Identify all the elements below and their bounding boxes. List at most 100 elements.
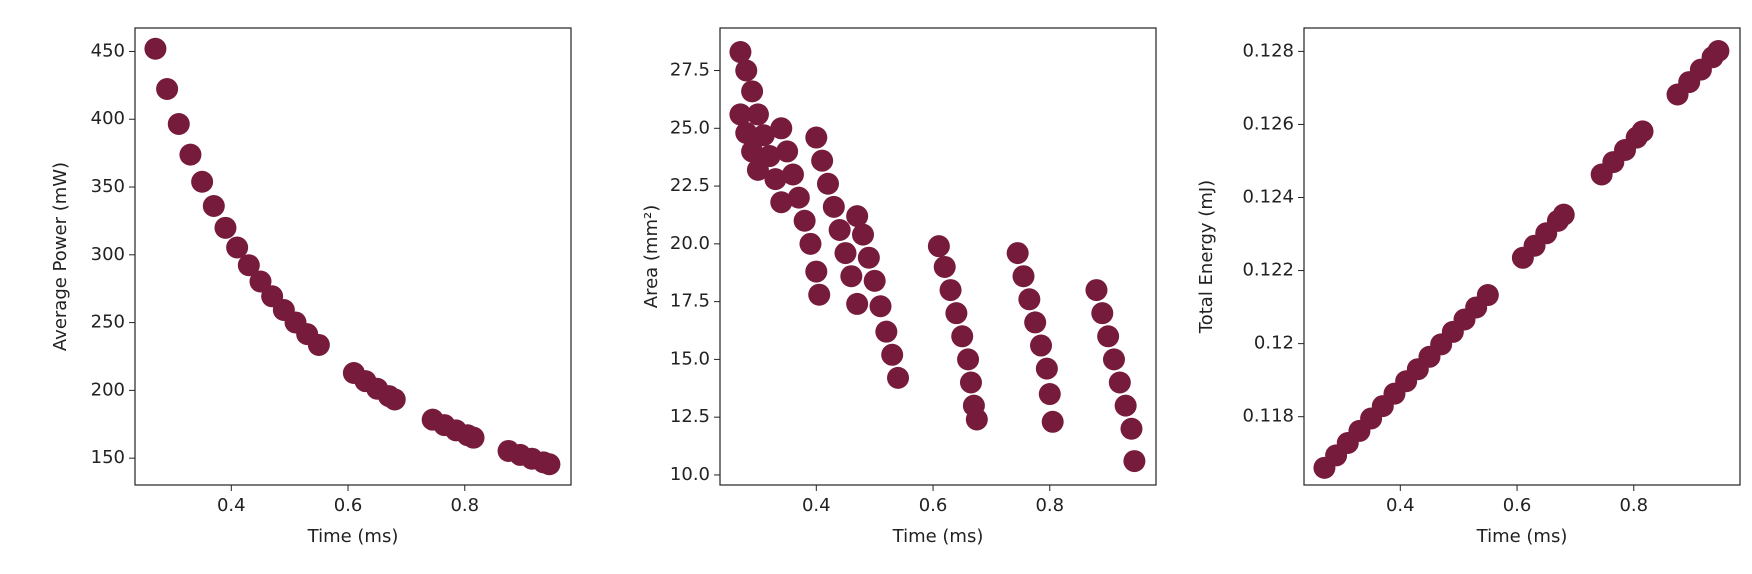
x-tick-label: 0.8 xyxy=(1619,495,1648,516)
x-tick-label: 0.6 xyxy=(334,495,363,516)
point xyxy=(805,126,828,149)
y-tick-label: 0.118 xyxy=(1242,406,1294,427)
y-tick-label: 0.126 xyxy=(1242,113,1294,134)
x-tick-label: 0.6 xyxy=(1503,495,1532,516)
point xyxy=(887,366,910,389)
point xyxy=(933,255,956,278)
plot-frame xyxy=(134,27,572,486)
y-tick-label: 22.5 xyxy=(670,175,710,196)
point xyxy=(846,292,869,315)
point xyxy=(776,140,799,163)
y-tick-label: 15.0 xyxy=(670,348,710,369)
y-tick-label: 25.0 xyxy=(670,117,710,138)
y-tick-label: 0.12 xyxy=(1254,333,1294,354)
point xyxy=(1038,383,1061,406)
point xyxy=(939,279,962,302)
point xyxy=(787,186,810,209)
y-tick-label: 350 xyxy=(91,176,125,197)
point xyxy=(1018,288,1041,311)
point xyxy=(863,269,886,292)
x-tick-label: 0.6 xyxy=(919,495,948,516)
plot-frame xyxy=(719,27,1157,486)
point xyxy=(793,209,816,232)
point xyxy=(816,172,839,195)
point xyxy=(746,103,769,126)
point xyxy=(857,246,880,269)
x-tick-label: 0.4 xyxy=(802,495,831,516)
point xyxy=(735,121,758,144)
point xyxy=(741,80,764,103)
point xyxy=(808,283,831,306)
point xyxy=(811,149,834,172)
point xyxy=(307,333,330,356)
plot-frame xyxy=(1303,27,1741,486)
point xyxy=(202,195,225,218)
point xyxy=(770,117,793,140)
y-tick-label: 0.128 xyxy=(1242,40,1294,61)
point xyxy=(965,408,988,431)
point xyxy=(1024,311,1047,334)
point xyxy=(729,103,752,126)
y-tick-label: 400 xyxy=(91,108,125,129)
point xyxy=(799,232,822,255)
point xyxy=(1707,40,1730,63)
point xyxy=(881,343,904,366)
point xyxy=(781,163,804,186)
point xyxy=(735,59,758,82)
point xyxy=(1035,357,1058,380)
point xyxy=(957,348,980,371)
point xyxy=(1120,417,1143,440)
point xyxy=(1123,450,1146,473)
y-axis-label: Area (mm²) xyxy=(641,205,662,308)
point xyxy=(249,270,272,293)
y-tick-label: 17.5 xyxy=(670,291,710,312)
point xyxy=(462,426,485,449)
point xyxy=(179,143,202,166)
y-tick-label: 20.0 xyxy=(670,233,710,254)
point xyxy=(383,388,406,411)
y-tick-label: 450 xyxy=(91,40,125,61)
x-tick-label: 0.8 xyxy=(450,495,479,516)
point xyxy=(214,216,237,239)
x-tick-label: 0.4 xyxy=(1386,495,1415,516)
point xyxy=(741,140,764,163)
point xyxy=(1552,203,1575,226)
point xyxy=(538,453,561,476)
point xyxy=(1108,371,1131,394)
point xyxy=(729,41,752,64)
point xyxy=(770,191,793,214)
point xyxy=(237,254,260,277)
point xyxy=(1631,120,1654,143)
point xyxy=(144,37,167,60)
y-tick-label: 0.124 xyxy=(1242,187,1294,208)
point xyxy=(156,78,179,101)
point xyxy=(840,265,863,288)
point xyxy=(226,236,249,259)
point xyxy=(1102,348,1125,371)
point xyxy=(1030,334,1053,357)
point xyxy=(1476,284,1499,307)
y-tick-label: 10.0 xyxy=(670,464,710,485)
point xyxy=(959,371,982,394)
point xyxy=(822,195,845,218)
point xyxy=(805,260,828,283)
point xyxy=(869,295,892,318)
x-tick-label: 0.4 xyxy=(217,495,246,516)
point xyxy=(1097,325,1120,348)
point xyxy=(1085,279,1108,302)
point xyxy=(846,205,869,228)
point xyxy=(167,112,190,135)
y-tick-label: 200 xyxy=(91,379,125,400)
point xyxy=(764,168,787,191)
x-tick-label: 0.8 xyxy=(1035,495,1064,516)
y-tick-label: 27.5 xyxy=(670,60,710,81)
point xyxy=(951,325,974,348)
x-axis-label: Time (ms) xyxy=(307,526,399,547)
point xyxy=(1012,265,1035,288)
y-tick-label: 250 xyxy=(91,312,125,333)
y-tick-label: 300 xyxy=(91,244,125,265)
y-tick-label: 12.5 xyxy=(670,406,710,427)
point xyxy=(191,170,214,193)
